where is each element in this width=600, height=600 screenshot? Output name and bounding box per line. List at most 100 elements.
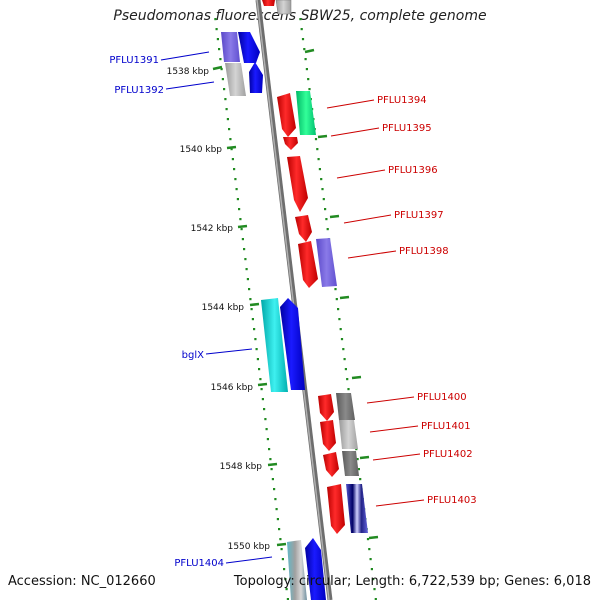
scale-track-right-dot [344,368,347,371]
accession-text: Accession: NC_012660 [8,574,156,589]
gene-pflu1397[interactable] [295,215,312,242]
scale-track-right-dot [316,148,319,151]
scale-track-right-dot [338,318,341,321]
label-bglx[interactable]: bglX [182,350,204,361]
gene-pflu1396[interactable] [287,156,308,212]
scale-track-right-dot [335,298,338,301]
scale-track-right-dot [318,168,321,171]
scale-track-left-dot [283,568,286,571]
label-pflu1396[interactable]: PFLU1396 [388,165,438,176]
gene-bglx[interactable] [261,298,288,392]
scale-track-left-dot [230,148,233,151]
scale-label-1548: 1548 kbp [220,462,263,472]
label-pflu1403[interactable]: PFLU1403 [427,495,477,506]
label-pflu1402[interactable]: PFLU1402 [423,449,473,460]
scale-track-right-dot [343,358,346,361]
gene-pflu1404-partner[interactable] [305,538,326,600]
leader-pflu1401 [369,425,419,433]
gene-pflu1403-partner[interactable] [346,484,368,533]
label-pflu1400[interactable]: PFLU1400 [417,392,467,403]
scale-track-right-dot [314,138,318,141]
tick-1538 [212,65,223,71]
gene-pflu1395[interactable] [283,137,298,150]
scale-track-left-dot [263,408,266,411]
scale-track-left-dot [221,78,224,81]
scale-track-right-dot [320,178,323,181]
label-pflu1397[interactable]: PFLU1397 [394,210,444,221]
label-pflu1395[interactable]: PFLU1395 [382,123,432,134]
gene-pflu1398-partner[interactable] [316,238,337,287]
scale-track-left-dot [244,258,247,261]
scale-track-right-dot [325,218,328,221]
gene-pflu1392[interactable] [225,63,246,96]
scale-track-right-dot [305,68,308,71]
scale-track-right-dot [346,378,349,381]
scale-track-right-dot [355,448,358,451]
genome-summary-text: Topology: circular; Length: 6,722,539 bp… [233,574,591,589]
gene-pflu1400[interactable] [318,394,334,421]
scale-track-left-dot [239,218,242,221]
scale-track-left-dot [268,448,271,451]
gene-pflu1392-partner[interactable] [249,62,263,93]
gene-pflu1402-partner[interactable] [342,451,359,476]
scale-track-right-dot [304,58,307,61]
scale-label-1546: 1546 kbp [211,383,254,393]
leader-pflu1398 [347,250,397,259]
gene-pflu1400-partner[interactable] [336,393,355,420]
leader-pflu1403 [375,499,425,507]
label-pflu1401[interactable]: PFLU1401 [421,421,471,432]
gene-bglx-partner[interactable] [280,298,305,390]
scale-track-left-dot [279,538,282,541]
scale-tracks [214,18,377,600]
gene-pflu1403[interactable] [327,484,345,534]
scale-track-right-dot [334,288,337,291]
scale-track-left-dot [233,168,236,171]
tick-1544 [249,302,260,307]
gene-pflu1401[interactable] [320,420,336,451]
gene-top-partial-grey[interactable] [275,0,292,15]
label-pflu1391[interactable]: PFLU1391 [109,55,159,66]
label-pflu1398[interactable]: PFLU1398 [399,246,449,257]
scale-track-left-dot [226,118,229,121]
tick-right-6 [359,455,370,460]
scale-track-left-dot [264,418,267,421]
scale-track-right-dot [300,28,303,31]
label-pflu1392[interactable]: PFLU1392 [114,85,164,96]
gene-top-partial-red[interactable] [262,0,275,6]
scale-track-left-dot [246,278,249,281]
gene-pflu1398[interactable] [298,241,318,288]
tick-1548 [267,462,278,467]
scale-track-right-dot [307,78,310,81]
scale-track-left-dot [281,558,284,561]
gene-pflu1391-partner[interactable] [238,32,260,63]
gene-pflu1391[interactable] [221,32,240,62]
scale-track-left-dot [236,198,239,201]
scale-track-right-dot [369,558,372,561]
scale-track-left-dot [240,228,243,231]
scale-track-right-dot [356,458,359,461]
genome-backbone-highlight [256,0,330,600]
scale-track-left-dot [220,68,223,71]
scale-track-left-dot [218,48,221,51]
scale-track-left-dot [266,438,269,441]
scale-track-right-dot [340,338,344,341]
gene-pflu1394-partner[interactable] [296,91,316,135]
gene-pflu1404[interactable] [287,540,307,600]
scale-track-left-dot [224,98,227,101]
scale-track-left-dot [256,358,259,361]
gene-pflu1394[interactable] [277,93,296,137]
label-pflu1394[interactable]: PFLU1394 [377,95,427,106]
tick-right-5 [351,375,362,380]
gene-pflu1402[interactable] [323,452,339,477]
tick-right-2 [317,134,328,139]
label-pflu1404[interactable]: PFLU1404 [174,558,224,569]
scale-track-left-dot [251,318,254,321]
scale-track-right-dot [326,228,329,231]
scale-label-1540: 1540 kbp [180,145,223,155]
gene-pflu1401-partner[interactable] [339,420,358,449]
scale-track-right-dot [324,208,327,211]
scale-track-left-dot [225,108,228,111]
scale-track-left-dot [234,178,237,181]
tick-right-4 [339,295,350,300]
